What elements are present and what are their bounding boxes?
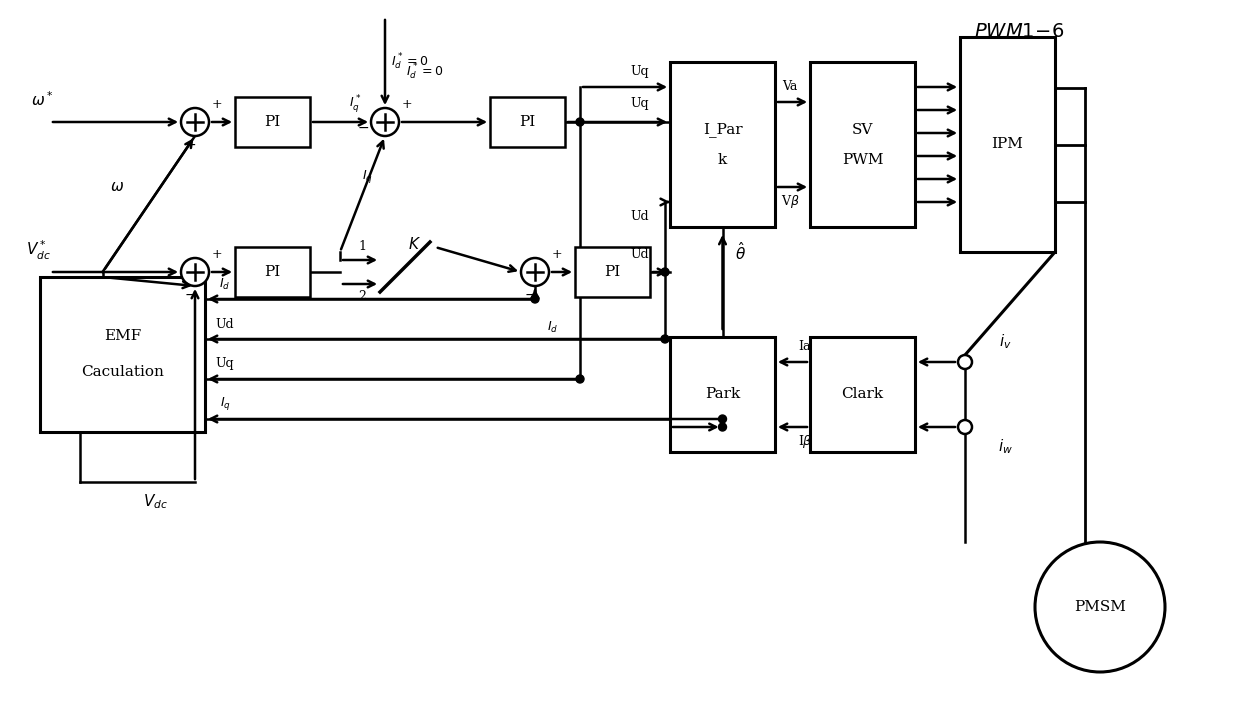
Text: Va: Va [782,81,797,93]
Circle shape [718,423,727,431]
Circle shape [1035,542,1166,672]
Text: Clark: Clark [842,388,884,402]
Text: $I^*_d=0$: $I^*_d=0$ [407,62,444,82]
Bar [40,277,205,432]
Text: Caculation: Caculation [81,366,164,380]
Text: $\omega^*$: $\omega^*$ [31,91,53,110]
Bar [236,97,310,147]
Text: 1: 1 [358,241,366,253]
Text: PI: PI [604,265,621,279]
Text: $V_{dc}$: $V_{dc}$ [143,493,167,511]
Text: I_Par: I_Par [703,122,743,137]
Text: Ia: Ia [799,340,811,354]
Text: SV: SV [852,123,873,136]
Circle shape [531,295,539,303]
Bar [490,97,565,147]
Text: $-$: $-$ [525,287,536,301]
Circle shape [959,420,972,434]
Text: $i_w$: $i_w$ [997,437,1013,456]
Text: +: + [552,248,562,260]
Text: $I^*_d=0$: $I^*_d=0$ [392,52,429,72]
Text: $i_v$: $i_v$ [998,333,1012,351]
Text: Ud: Ud [631,211,650,223]
Circle shape [718,415,727,423]
Circle shape [661,335,670,343]
Bar [960,37,1055,252]
Text: IPM: IPM [992,138,1023,152]
Text: Uq: Uq [631,98,650,110]
Text: +: + [212,98,222,110]
Text: V$\beta$: V$\beta$ [781,194,800,211]
Circle shape [577,375,584,383]
Text: $\omega$: $\omega$ [110,180,124,194]
Bar [670,62,775,227]
Circle shape [181,258,210,286]
Circle shape [577,118,584,126]
Text: $-$: $-$ [357,120,370,134]
Text: $-$: $-$ [184,287,196,301]
Text: 2: 2 [358,291,366,303]
Circle shape [371,108,399,136]
Text: $I^*_q$: $I^*_q$ [348,93,361,115]
Text: Ud: Ud [216,317,234,331]
Text: Uq: Uq [631,65,650,79]
Circle shape [959,355,972,369]
Text: $PWM1\!-\!6$: $PWM1\!-\!6$ [975,23,1065,41]
Text: +: + [212,248,222,260]
Circle shape [521,258,549,286]
Bar [236,247,310,297]
Text: PI: PI [520,115,536,129]
Bar [575,247,650,297]
Text: Uq: Uq [216,357,234,371]
Text: PWM: PWM [842,152,883,166]
Text: $I_q$: $I_q$ [362,168,372,185]
Text: Park: Park [704,388,740,402]
Text: $I_d$: $I_d$ [547,319,559,335]
Text: $V^*_{dc}$: $V^*_{dc}$ [26,239,51,262]
Text: EMF: EMF [104,329,141,343]
Bar [670,337,775,452]
Text: Ud: Ud [631,248,650,260]
Circle shape [661,268,670,276]
Bar [810,337,915,452]
Bar [810,62,915,227]
Text: $K$: $K$ [408,236,422,252]
Text: $I_q$: $I_q$ [219,395,231,413]
Text: $\hat{\theta}$: $\hat{\theta}$ [735,241,746,263]
Circle shape [181,108,210,136]
Text: $I_d$: $I_d$ [219,277,231,291]
Text: PMSM: PMSM [1074,600,1126,614]
Text: k: k [718,152,727,166]
Text: $-$: $-$ [184,137,196,151]
Text: PI: PI [264,265,280,279]
Text: I$\beta$: I$\beta$ [797,434,812,451]
Text: +: + [402,98,413,110]
Text: PI: PI [264,115,280,129]
